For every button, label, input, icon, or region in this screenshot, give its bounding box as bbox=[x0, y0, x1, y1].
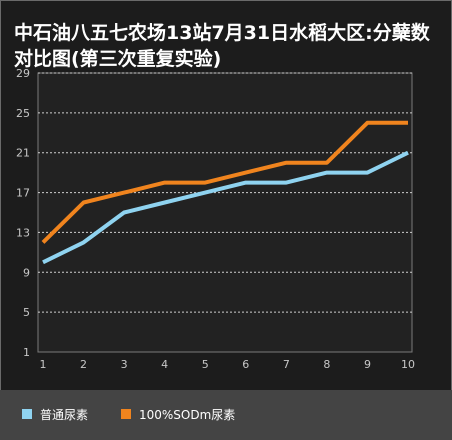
x-axis-ticks: 1 2 3 4 5 6 7 8 9 10 bbox=[40, 358, 416, 371]
y-tick-label: 25 bbox=[16, 107, 30, 120]
legend-label-series-1: 普通尿素 bbox=[40, 408, 89, 422]
x-tick-label: 5 bbox=[202, 358, 209, 371]
x-tick-label: 10 bbox=[401, 358, 415, 371]
y-tick-label: 13 bbox=[16, 226, 30, 239]
x-tick-label: 2 bbox=[80, 358, 87, 371]
y-tick-label: 1 bbox=[23, 346, 30, 359]
x-tick-label: 9 bbox=[364, 358, 371, 371]
series-lines bbox=[41, 120, 409, 265]
x-tick-label: 4 bbox=[161, 358, 168, 371]
y-tick-label: 21 bbox=[16, 147, 30, 160]
y-tick-label: 5 bbox=[23, 306, 30, 319]
x-tick-label: 3 bbox=[121, 358, 128, 371]
y-axis-ticks: 1 5 9 13 17 21 25 29 bbox=[16, 67, 30, 359]
legend: 普通尿素 100%SODm尿素 bbox=[0, 390, 452, 440]
x-tick-label: 8 bbox=[323, 358, 330, 371]
series-line-2 bbox=[41, 120, 408, 244]
legend-swatch-series-2 bbox=[121, 409, 131, 419]
chart-title: 中石油八五七农场13站7月31日水稻大区:分蘖数对比图(第三次重复实验) bbox=[14, 22, 430, 70]
y-tick-label: 17 bbox=[16, 187, 30, 200]
x-tick-label: 6 bbox=[242, 358, 249, 371]
x-tick-label: 7 bbox=[283, 358, 290, 371]
x-tick-label: 1 bbox=[40, 358, 47, 371]
legend-label-series-2: 100%SODm尿素 bbox=[139, 408, 236, 422]
legend-swatch-series-1 bbox=[22, 409, 32, 419]
y-tick-label: 9 bbox=[23, 266, 30, 279]
plot-area bbox=[37, 72, 413, 353]
y-tick-label: 29 bbox=[16, 67, 30, 80]
chart-plot: 1 5 9 13 17 21 25 29 1 2 3 4 5 6 7 8 9 10 bbox=[16, 67, 416, 371]
series-line-1 bbox=[42, 150, 409, 265]
